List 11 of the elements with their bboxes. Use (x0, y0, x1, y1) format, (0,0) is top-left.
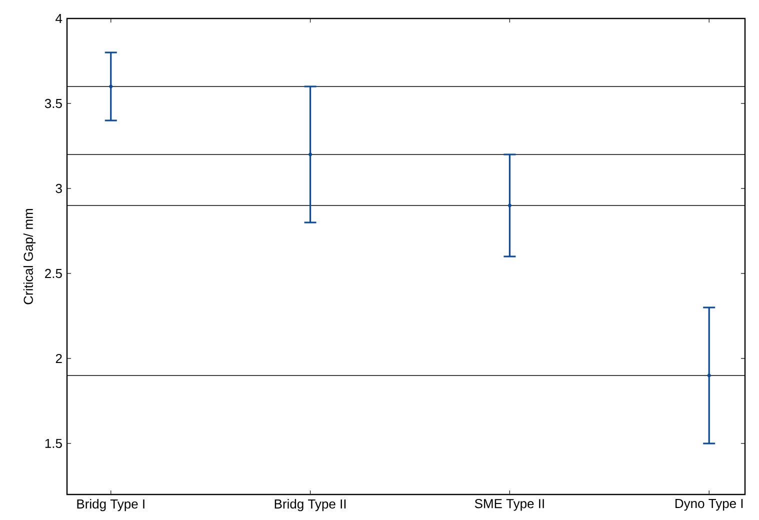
y-tick-label: 2.5 (45, 268, 62, 278)
x-tick-label: SME Type II (474, 498, 544, 511)
x-tick-label: Bridg Type II (274, 498, 346, 511)
y-tick-label: 3.5 (44, 98, 62, 108)
y-tick-label: 4 (56, 14, 62, 23)
y-axis-title: Critical Gap/ mm (23, 208, 36, 304)
y-tick-label: 1.5 (45, 438, 62, 448)
y-tick-label: 2 (56, 354, 62, 363)
x-tick-label: Dyno Type I (675, 498, 743, 510)
x-tick-label: Bridg Type I (77, 498, 144, 511)
y-tick-label: 3 (56, 184, 62, 193)
